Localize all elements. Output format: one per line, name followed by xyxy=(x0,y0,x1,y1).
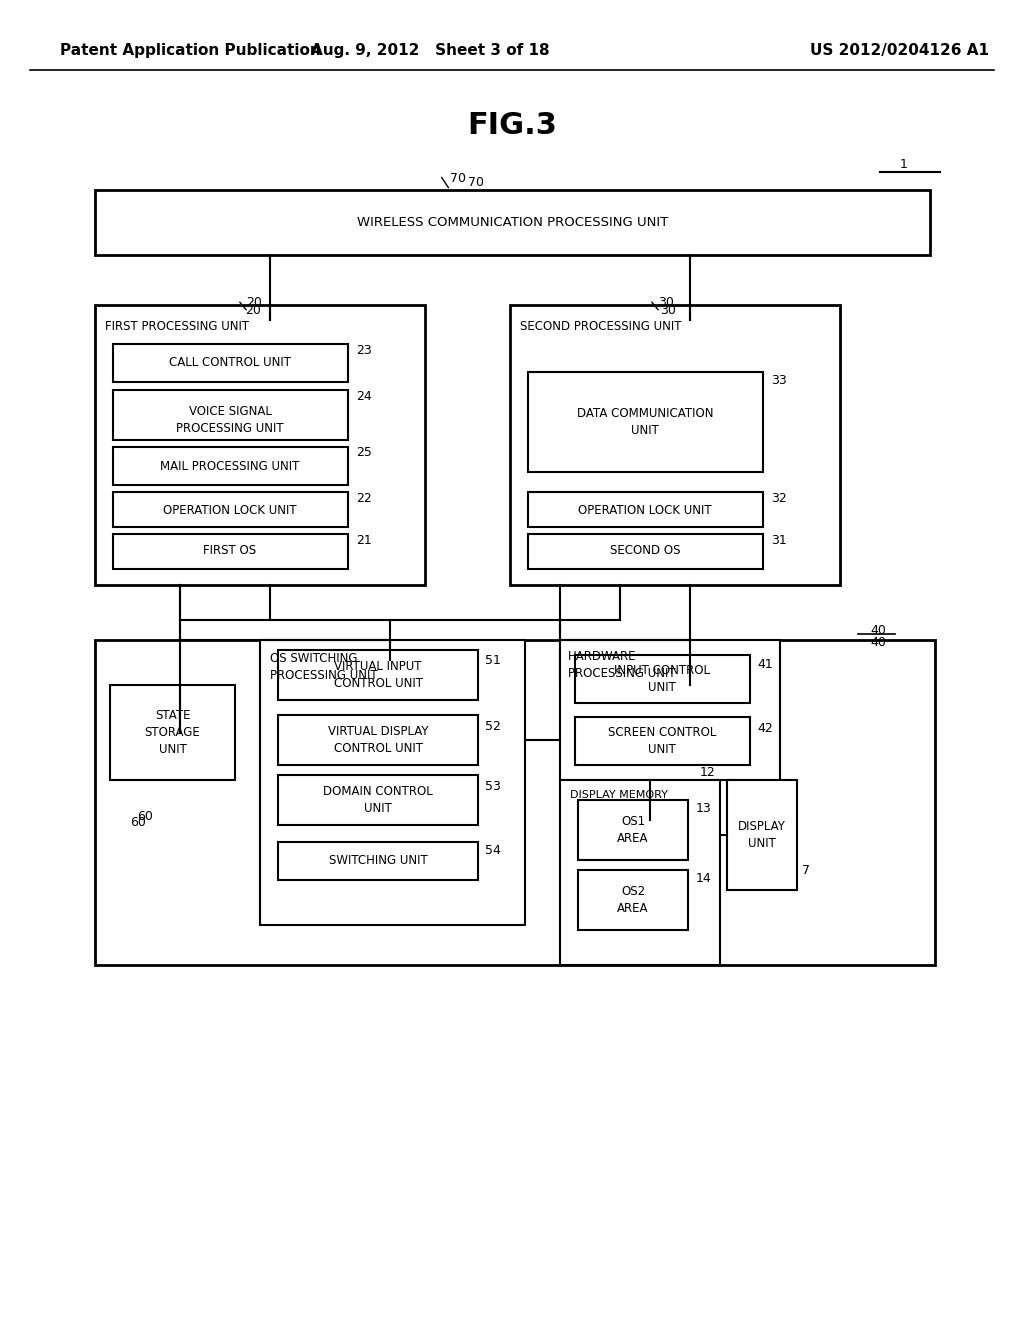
Text: 24: 24 xyxy=(356,389,372,403)
Text: 31: 31 xyxy=(771,533,786,546)
FancyBboxPatch shape xyxy=(560,780,720,965)
Text: STATE
STORAGE
UNIT: STATE STORAGE UNIT xyxy=(144,709,201,756)
Text: WIRELESS COMMUNICATION PROCESSING UNIT: WIRELESS COMMUNICATION PROCESSING UNIT xyxy=(357,216,668,228)
FancyBboxPatch shape xyxy=(95,190,930,255)
FancyBboxPatch shape xyxy=(575,655,750,704)
FancyBboxPatch shape xyxy=(727,780,797,890)
Text: 30: 30 xyxy=(658,296,674,309)
Text: DISPLAY MEMORY: DISPLAY MEMORY xyxy=(570,789,668,800)
FancyBboxPatch shape xyxy=(113,535,348,569)
Text: OS1
AREA: OS1 AREA xyxy=(617,814,649,845)
Text: 53: 53 xyxy=(485,780,501,792)
Text: DISPLAY
UNIT: DISPLAY UNIT xyxy=(738,820,786,850)
Text: INPUT CONTROL
UNIT: INPUT CONTROL UNIT xyxy=(614,664,710,694)
Text: Patent Application Publication: Patent Application Publication xyxy=(60,42,321,58)
Text: 20: 20 xyxy=(246,296,262,309)
Text: OPERATION LOCK UNIT: OPERATION LOCK UNIT xyxy=(579,503,712,516)
Text: 21: 21 xyxy=(356,533,372,546)
Text: 33: 33 xyxy=(771,374,786,387)
FancyBboxPatch shape xyxy=(278,842,478,880)
FancyBboxPatch shape xyxy=(113,389,348,440)
Text: SECOND PROCESSING UNIT: SECOND PROCESSING UNIT xyxy=(520,319,682,333)
Text: 30: 30 xyxy=(660,304,676,317)
Text: 1: 1 xyxy=(900,158,908,172)
Text: SWITCHING UNIT: SWITCHING UNIT xyxy=(329,854,427,867)
Text: 42: 42 xyxy=(757,722,773,734)
Text: US 2012/0204126 A1: US 2012/0204126 A1 xyxy=(811,42,989,58)
Text: 51: 51 xyxy=(485,655,501,668)
Text: 54: 54 xyxy=(485,843,501,857)
FancyBboxPatch shape xyxy=(260,640,525,925)
Text: DOMAIN CONTROL
UNIT: DOMAIN CONTROL UNIT xyxy=(324,785,433,814)
FancyBboxPatch shape xyxy=(560,640,780,780)
FancyBboxPatch shape xyxy=(113,345,348,381)
Text: 70: 70 xyxy=(468,176,484,189)
Text: VOICE SIGNAL
PROCESSING UNIT: VOICE SIGNAL PROCESSING UNIT xyxy=(176,405,284,436)
Text: SECOND OS: SECOND OS xyxy=(609,544,680,557)
Text: HARDWARE
PROCESSING UNIT: HARDWARE PROCESSING UNIT xyxy=(568,649,676,680)
Text: MAIL PROCESSING UNIT: MAIL PROCESSING UNIT xyxy=(161,459,300,473)
FancyBboxPatch shape xyxy=(95,305,425,585)
Text: 60: 60 xyxy=(137,809,153,822)
Text: FIG.3: FIG.3 xyxy=(467,111,557,140)
FancyBboxPatch shape xyxy=(278,775,478,825)
Text: 13: 13 xyxy=(696,801,712,814)
FancyBboxPatch shape xyxy=(278,715,478,766)
Text: VIRTUAL DISPLAY
CONTROL UNIT: VIRTUAL DISPLAY CONTROL UNIT xyxy=(328,725,428,755)
FancyBboxPatch shape xyxy=(578,800,688,861)
Text: 22: 22 xyxy=(356,491,372,504)
Text: 7: 7 xyxy=(802,863,810,876)
FancyBboxPatch shape xyxy=(95,640,935,965)
Text: FIRST OS: FIRST OS xyxy=(204,544,257,557)
FancyBboxPatch shape xyxy=(510,305,840,585)
Text: 25: 25 xyxy=(356,446,372,458)
Text: 40: 40 xyxy=(870,623,886,636)
Text: OPERATION LOCK UNIT: OPERATION LOCK UNIT xyxy=(163,503,297,516)
Text: OS SWITCHING
PROCESSING UNIT: OS SWITCHING PROCESSING UNIT xyxy=(270,652,378,682)
FancyBboxPatch shape xyxy=(528,535,763,569)
Text: VIRTUAL INPUT
CONTROL UNIT: VIRTUAL INPUT CONTROL UNIT xyxy=(334,660,423,690)
Text: 12: 12 xyxy=(699,766,715,779)
FancyBboxPatch shape xyxy=(278,649,478,700)
Text: 32: 32 xyxy=(771,491,786,504)
FancyBboxPatch shape xyxy=(578,870,688,931)
Text: CALL CONTROL UNIT: CALL CONTROL UNIT xyxy=(169,356,291,370)
Text: SCREEN CONTROL
UNIT: SCREEN CONTROL UNIT xyxy=(608,726,716,756)
Text: 52: 52 xyxy=(485,719,501,733)
FancyBboxPatch shape xyxy=(110,685,234,780)
Text: Aug. 9, 2012   Sheet 3 of 18: Aug. 9, 2012 Sheet 3 of 18 xyxy=(310,42,549,58)
FancyBboxPatch shape xyxy=(113,492,348,527)
Text: DATA COMMUNICATION
UNIT: DATA COMMUNICATION UNIT xyxy=(577,407,714,437)
FancyBboxPatch shape xyxy=(575,717,750,766)
FancyBboxPatch shape xyxy=(528,372,763,473)
Text: 20: 20 xyxy=(245,304,261,317)
FancyBboxPatch shape xyxy=(528,492,763,527)
Text: FIRST PROCESSING UNIT: FIRST PROCESSING UNIT xyxy=(105,319,249,333)
Text: 70: 70 xyxy=(450,172,466,185)
FancyBboxPatch shape xyxy=(113,447,348,484)
Text: OS2
AREA: OS2 AREA xyxy=(617,884,649,915)
Text: 14: 14 xyxy=(696,871,712,884)
Text: 23: 23 xyxy=(356,343,372,356)
Text: 40: 40 xyxy=(870,635,886,648)
Text: 60: 60 xyxy=(130,816,145,829)
Text: 41: 41 xyxy=(757,659,773,672)
